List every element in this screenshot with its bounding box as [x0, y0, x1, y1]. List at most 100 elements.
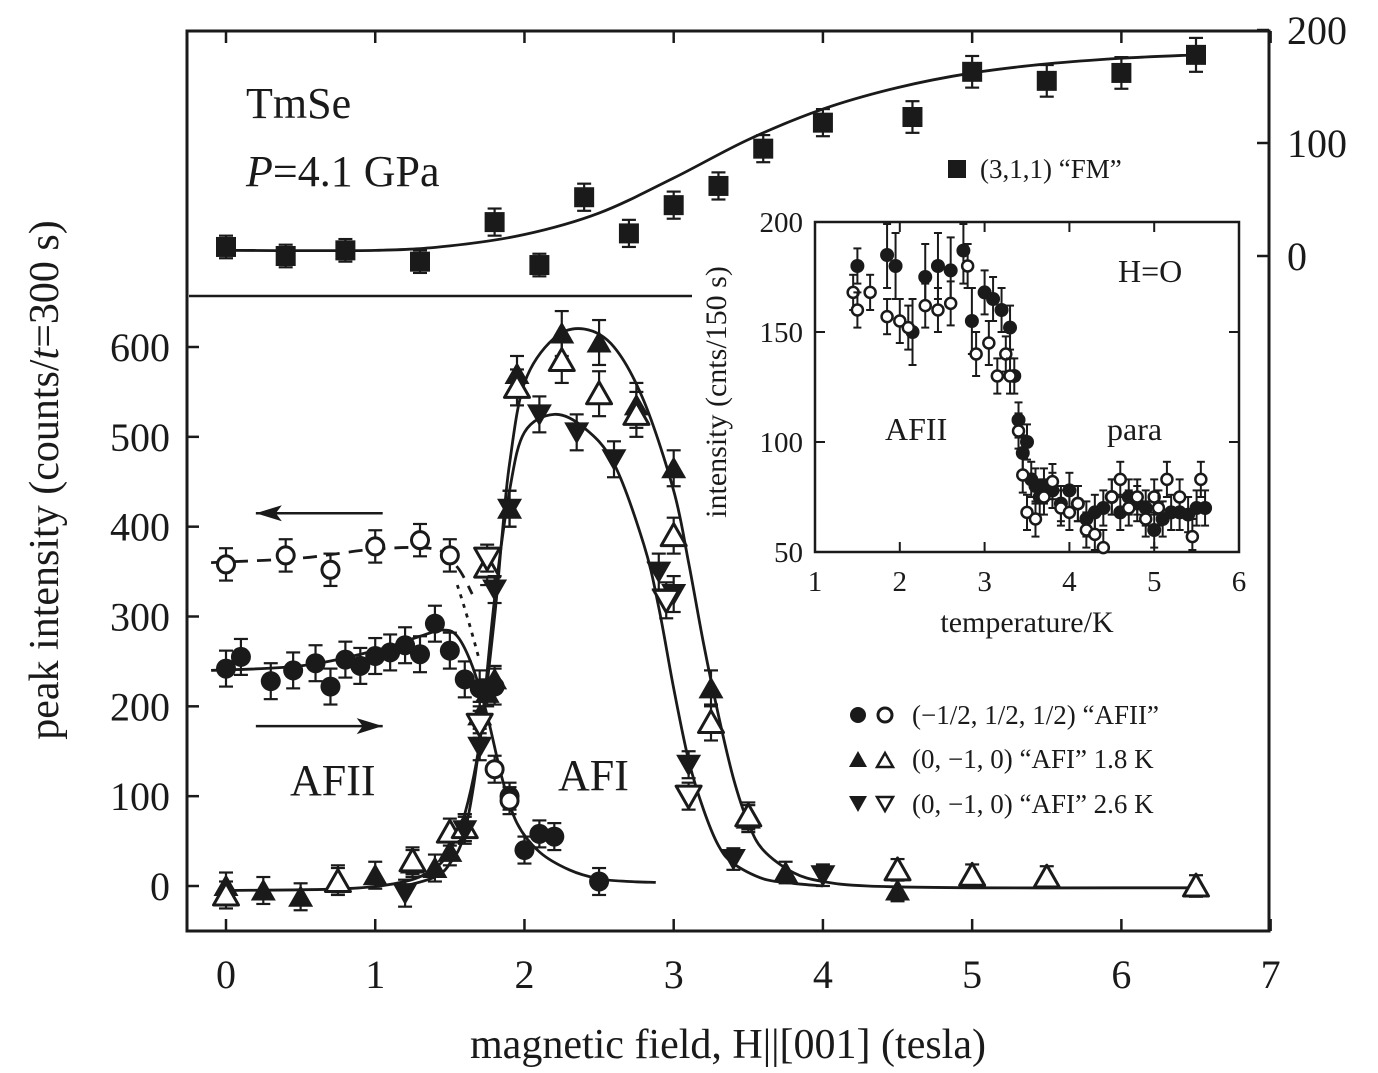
sample-label: TmSe [246, 79, 351, 128]
legend-marker-afi26-open [874, 795, 896, 814]
inset-open-circle-point [1113, 472, 1128, 487]
filled-square-point [1036, 70, 1057, 91]
inset-filled-circle-point [850, 259, 865, 273]
filled-circle-point [283, 660, 304, 681]
filled-circle-point [335, 649, 356, 670]
inset-axes: 1 2 3 4 5 6 50 100 150 200 [760, 207, 1247, 598]
pressure-value: =4.1 GPa [273, 147, 440, 196]
data-markers [212, 36, 1210, 912]
inset-x-tick-label: 1 [808, 566, 823, 598]
dotted-connector [455, 584, 482, 662]
inset-filled-circle-point [888, 259, 903, 273]
filled-triangle-up-point [482, 667, 508, 690]
inset-open-circle-point [880, 309, 894, 324]
open-circle-point [499, 790, 520, 811]
open-triangle-up-point [323, 868, 352, 894]
hysteresis-arrows [255, 505, 383, 735]
inset-open-circle-point [969, 347, 983, 361]
filled-triangle-down-point [526, 404, 552, 427]
inset-filled-circle-point [880, 248, 895, 262]
y-tick-label: 300 [110, 595, 170, 640]
inset-open-circle-point [1194, 472, 1208, 487]
inset-x-tick-label: 5 [1147, 566, 1162, 598]
filled-triangle-up-point [250, 878, 276, 901]
x-tick-label: 3 [664, 952, 684, 997]
x-tick-label: 7 [1261, 952, 1281, 997]
inset-filled-circle-point [1198, 501, 1213, 515]
open-triangle-up-point [1032, 863, 1061, 889]
inset-open-circle-point [1147, 490, 1161, 504]
inset-x-tick-label: 2 [893, 566, 908, 598]
x-tick-label: 2 [514, 952, 534, 997]
fit-curve-0 [225, 53, 1197, 253]
arrow-head-right [356, 718, 383, 735]
y-tick-label: 500 [110, 415, 170, 460]
inset-open-circle-point [918, 298, 932, 313]
open-triangle-up-point [1182, 872, 1210, 898]
filled-circle-point [410, 644, 430, 665]
inset-field-label: H=O [1118, 253, 1182, 289]
y-tick-label: 100 [110, 774, 170, 819]
open-triangle-up-point [659, 522, 688, 548]
filled-square-point [902, 107, 923, 128]
open-triangle-up-point [585, 380, 614, 406]
fm-legend-marker [948, 160, 966, 178]
afi-phase-label: AFI [558, 751, 629, 800]
fit-curve-2 [211, 546, 474, 595]
inset-open-circle-point [999, 347, 1013, 361]
filled-circle-point [350, 655, 371, 676]
fm-legend-label: (3,1,1) “FM” [980, 154, 1122, 184]
open-circle-point [275, 545, 296, 566]
main-axes: 0 1 2 3 4 5 6 7 0 100 200 300 400 500 600 0 100 200 [110, 8, 1347, 997]
filled-circle-point [514, 840, 535, 861]
legend-marker-afi18-filled [849, 751, 867, 767]
legend-label-afii: (−1/2, 1/2, 1/2) “AFII” [912, 700, 1159, 730]
inset-open-circle-point [1088, 527, 1102, 542]
inset-filled-circle-point [1003, 320, 1018, 335]
x-tick-label: 5 [962, 952, 982, 997]
open-triangle-up-point [547, 347, 576, 372]
inset-open-circle-point [1185, 529, 1200, 544]
filled-triangle-down-point [720, 849, 746, 871]
inset-filled-circle-point [986, 292, 1001, 306]
filled-square-point [1186, 44, 1206, 65]
x-tick-label: 0 [216, 952, 236, 997]
inset-y-axis-title: intensity (cnts/150 s) [700, 266, 733, 518]
filled-square-point [335, 240, 356, 261]
y-axis-title: peak intensity (counts/t=300 s) [22, 220, 68, 739]
pressure-symbol: P [245, 147, 273, 196]
filled-triangle-up-point [437, 839, 463, 862]
filled-circle-point [529, 823, 550, 844]
inset-filled-circle-point [1096, 501, 1111, 515]
filled-square-point [275, 246, 296, 266]
inset-chart: 1 2 3 4 5 6 50 100 150 200 H=O AFII para temperat… [700, 207, 1246, 639]
inset-open-circle-point [893, 314, 907, 328]
filled-triangle-up-point [422, 856, 448, 879]
filled-square-point [410, 251, 430, 272]
filled-circle-point [320, 676, 341, 697]
inset-open-circle-point [1138, 512, 1153, 526]
open-triangle-up-point [503, 374, 531, 399]
filled-triangle-down-point [467, 736, 493, 759]
inset-open-circle-point [850, 303, 865, 317]
filled-circle-point [305, 653, 326, 674]
filled-square-point [753, 138, 774, 159]
x-tick-label: 1 [365, 952, 385, 997]
inset-filled-circle-point [930, 259, 945, 273]
open-circle-point [320, 559, 341, 580]
filled-triangle-down-point [601, 449, 627, 472]
filled-triangle-up-point [698, 676, 724, 699]
filled-circle-point [365, 646, 386, 667]
x-tick-label: 6 [1111, 952, 1131, 997]
inset-open-circle-point [1151, 501, 1166, 515]
filled-circle-point [544, 826, 565, 847]
inset-open-circle-point [1105, 490, 1119, 504]
open-triangle-down-point [674, 784, 703, 810]
filled-triangle-down-point [646, 561, 672, 584]
inset-afii-label: AFII [885, 411, 947, 447]
filled-triangle-up-point [661, 456, 687, 479]
filled-square-point [663, 195, 684, 216]
legend-marker-afi18-open [874, 750, 896, 769]
open-circle-point [216, 554, 236, 575]
